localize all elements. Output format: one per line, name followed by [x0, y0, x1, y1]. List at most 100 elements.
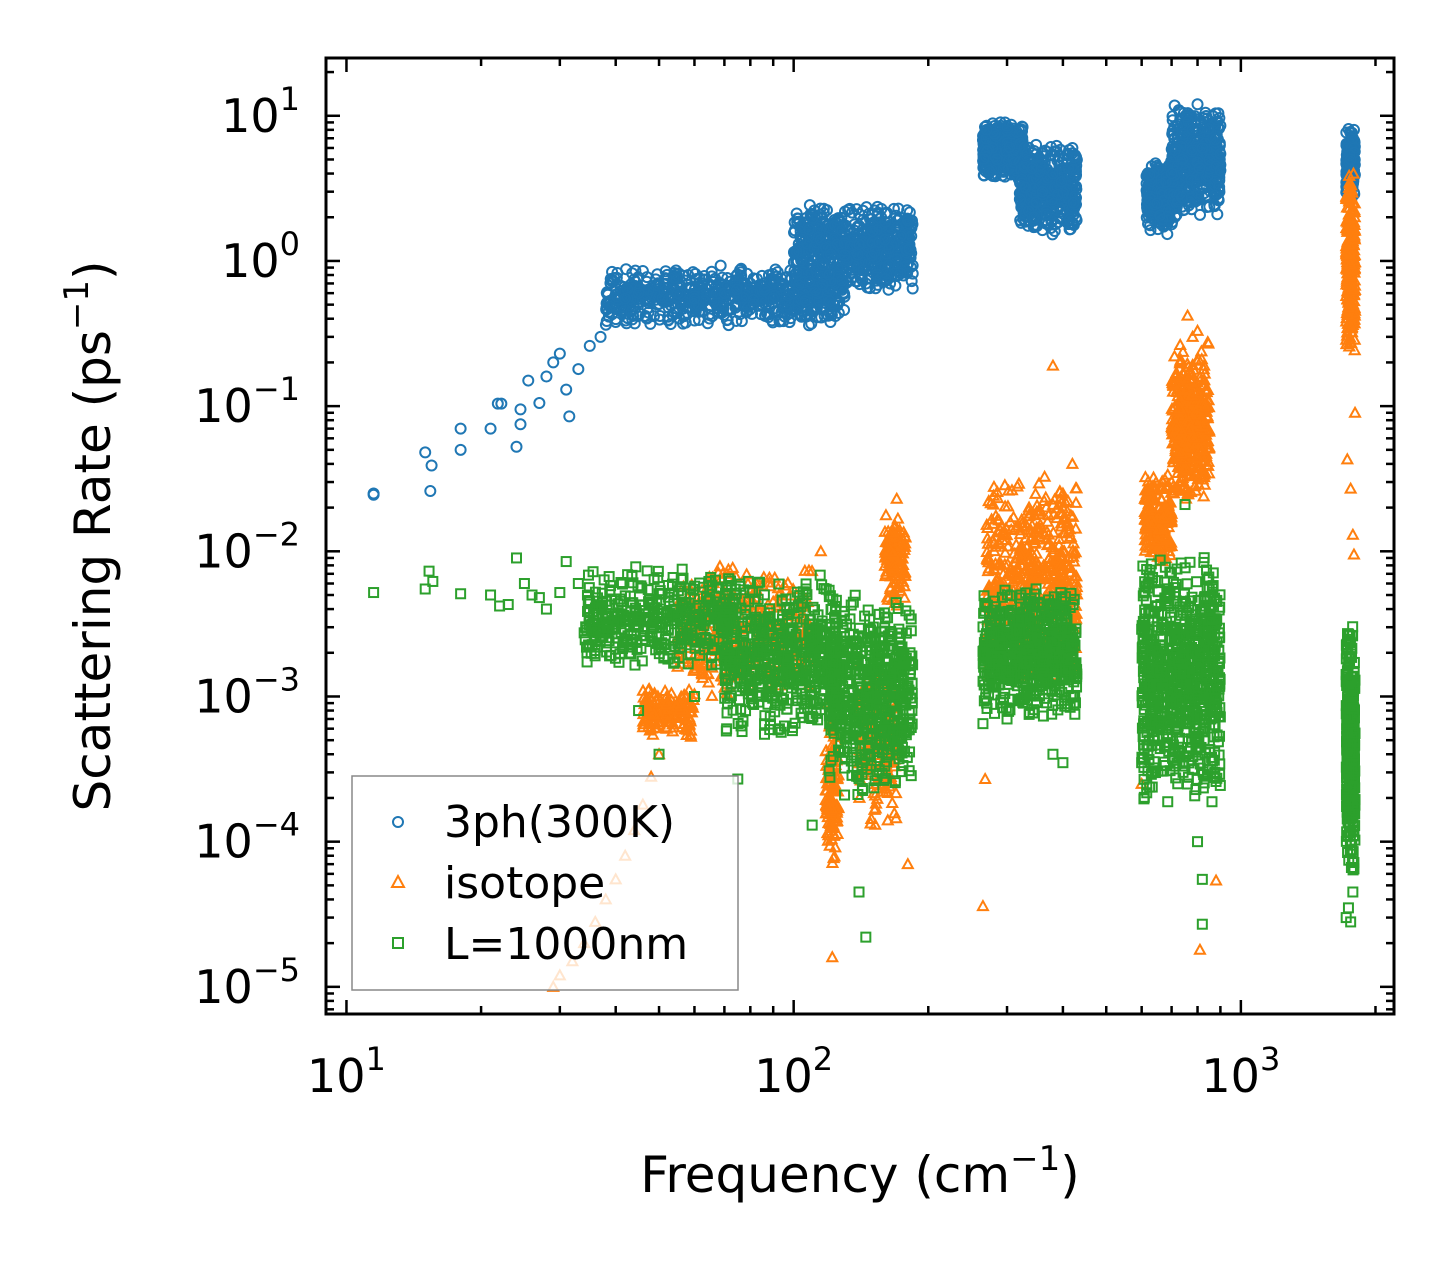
data-point — [894, 267, 907, 280]
data-point — [903, 242, 916, 255]
data-point — [514, 403, 527, 416]
data-point — [979, 150, 992, 163]
data-point — [836, 224, 849, 237]
data-point — [887, 202, 900, 215]
data-point — [642, 283, 655, 296]
data-point — [553, 347, 566, 360]
data-point — [872, 206, 885, 219]
data-point — [667, 271, 680, 284]
data-point — [770, 270, 783, 283]
data-point — [1061, 216, 1074, 229]
data-point — [903, 206, 916, 219]
data-point — [729, 298, 742, 311]
data-point — [1191, 98, 1204, 111]
data-point — [1051, 204, 1064, 217]
data-point — [714, 259, 727, 272]
data-point — [642, 306, 655, 319]
data-point — [879, 216, 892, 229]
data-point — [1067, 196, 1080, 209]
data-point — [1057, 186, 1070, 199]
data-point — [1070, 198, 1083, 211]
data-point — [1028, 144, 1041, 157]
data-point — [1062, 162, 1075, 175]
data-point — [1040, 208, 1053, 221]
data-point — [1028, 486, 1043, 499]
data-point — [666, 309, 679, 322]
data-point — [808, 241, 821, 254]
data-point — [1063, 213, 1076, 226]
data-point — [620, 263, 633, 276]
data-point — [594, 330, 607, 343]
data-point — [977, 152, 990, 165]
data-point — [788, 246, 801, 259]
data-point — [857, 204, 870, 217]
data-point — [841, 274, 854, 287]
data-point — [862, 272, 875, 285]
data-point — [824, 248, 837, 261]
data-point — [679, 274, 692, 287]
data-point — [654, 309, 667, 322]
data-point — [885, 795, 899, 809]
data-point — [1025, 162, 1038, 175]
data-point — [670, 264, 683, 277]
data-point — [687, 266, 700, 279]
data-point — [572, 363, 585, 376]
data-point — [891, 511, 905, 524]
data-point — [815, 311, 828, 324]
data-point — [805, 266, 818, 279]
data-point — [514, 418, 527, 431]
data-point — [563, 410, 576, 423]
data-point — [753, 299, 766, 312]
data-point — [1029, 218, 1042, 231]
data-point — [811, 269, 824, 282]
data-point — [1002, 163, 1015, 176]
data-point — [640, 312, 653, 325]
data-point — [583, 339, 596, 352]
data-point — [788, 224, 801, 237]
data-point — [721, 313, 734, 326]
data-point — [816, 278, 829, 291]
data-point — [1048, 225, 1061, 238]
data-point — [1048, 145, 1061, 158]
data-point — [730, 283, 743, 296]
data-point — [636, 264, 649, 277]
data-point — [540, 370, 553, 383]
data-point — [803, 275, 816, 288]
data-point — [825, 309, 838, 322]
data-point — [640, 275, 653, 288]
data-point — [560, 383, 573, 396]
data-point — [747, 293, 760, 306]
data-point — [865, 249, 878, 262]
data-point — [860, 201, 873, 214]
data-point — [692, 278, 705, 291]
data-point — [1049, 196, 1062, 209]
data-point — [419, 446, 432, 459]
data-point — [611, 290, 624, 303]
data-point — [794, 225, 807, 238]
data-point — [805, 317, 818, 330]
data-point — [790, 266, 803, 279]
data-point — [679, 308, 692, 321]
data-point — [795, 254, 808, 267]
data-point — [795, 233, 808, 246]
data-point — [424, 485, 437, 498]
data-point — [906, 267, 919, 280]
data-point — [673, 312, 686, 325]
data-point — [831, 296, 844, 309]
data-point — [816, 258, 829, 271]
data-point — [454, 443, 467, 456]
data-point — [1009, 537, 1023, 550]
data-point — [880, 267, 893, 280]
data-point — [710, 288, 723, 301]
data-point — [879, 272, 892, 285]
data-point — [827, 297, 840, 310]
data-point — [901, 267, 914, 280]
data-point — [510, 440, 523, 453]
data-point — [1045, 193, 1058, 206]
data-point — [662, 292, 675, 305]
data-point — [730, 269, 743, 282]
data-point — [522, 374, 535, 387]
data-point — [626, 294, 639, 307]
data-point — [780, 303, 793, 316]
